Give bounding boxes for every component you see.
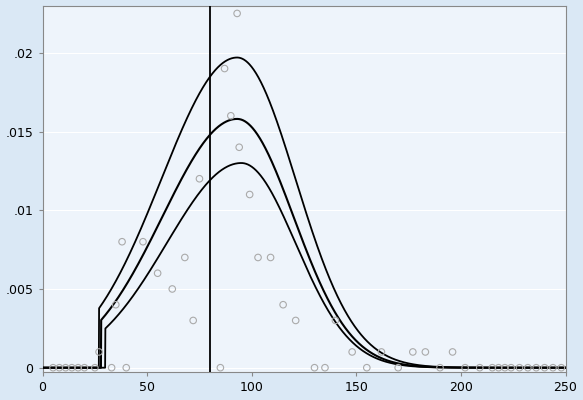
Point: [540, 364, 549, 371]
Point: [291, 317, 300, 324]
Point: [94, 349, 104, 355]
Point: [494, 364, 503, 371]
Point: [234, 144, 244, 150]
Point: [320, 364, 329, 371]
Point: [377, 349, 386, 355]
Point: [331, 317, 340, 324]
Point: [310, 364, 319, 371]
Point: [557, 364, 566, 371]
Point: [107, 364, 116, 371]
Point: [408, 349, 417, 355]
Point: [436, 364, 445, 371]
Point: [515, 364, 524, 371]
Point: [180, 254, 189, 261]
Point: [220, 65, 229, 72]
Point: [216, 364, 225, 371]
Point: [111, 302, 121, 308]
Point: [448, 349, 457, 355]
Point: [475, 364, 484, 371]
Point: [167, 286, 177, 292]
Point: [487, 364, 497, 371]
Point: [117, 238, 127, 245]
Point: [226, 112, 236, 119]
Point: [347, 349, 357, 355]
Point: [188, 317, 198, 324]
Point: [48, 364, 58, 371]
Point: [548, 364, 557, 371]
Point: [138, 238, 147, 245]
Point: [80, 364, 89, 371]
Point: [532, 364, 541, 371]
Point: [461, 364, 470, 371]
Point: [500, 364, 510, 371]
Point: [279, 302, 288, 308]
Point: [61, 364, 71, 371]
Point: [254, 254, 263, 261]
Point: [266, 254, 275, 261]
Point: [90, 364, 100, 371]
Point: [362, 364, 371, 371]
Point: [195, 176, 204, 182]
Point: [233, 10, 242, 17]
Point: [507, 364, 516, 371]
Point: [523, 364, 532, 371]
Point: [67, 364, 76, 371]
Point: [153, 270, 162, 276]
Point: [245, 191, 254, 198]
Point: [394, 364, 403, 371]
Point: [421, 349, 430, 355]
Point: [122, 364, 131, 371]
Point: [55, 364, 64, 371]
Point: [73, 364, 83, 371]
